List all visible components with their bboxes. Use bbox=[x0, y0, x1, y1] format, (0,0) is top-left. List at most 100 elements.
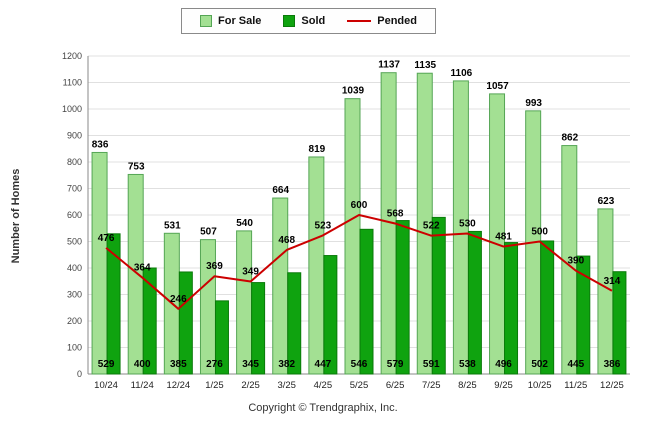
legend-label-pended: Pended bbox=[377, 15, 417, 27]
sold-bar bbox=[287, 272, 302, 375]
x-tick-label: 12/25 bbox=[600, 380, 624, 391]
sold-bar bbox=[431, 216, 446, 375]
pended-value-label: 600 bbox=[351, 200, 368, 211]
sold-value-label: 400 bbox=[134, 359, 151, 370]
chart-legend: For Sale Sold Pended bbox=[181, 8, 436, 34]
pended-value-label: 246 bbox=[170, 294, 187, 305]
y-tick-label: 400 bbox=[67, 263, 82, 273]
legend-item-pended: Pended bbox=[347, 15, 417, 27]
sold-value-label: 502 bbox=[531, 359, 548, 370]
pended-value-label: 523 bbox=[315, 220, 332, 231]
x-tick-label: 10/25 bbox=[528, 380, 552, 391]
sold-value-label: 386 bbox=[604, 359, 621, 370]
pended-value-label: 349 bbox=[242, 267, 259, 278]
pended-value-label: 481 bbox=[495, 232, 512, 243]
legend-label-sold: Sold bbox=[301, 15, 326, 27]
sold-bar bbox=[540, 240, 555, 375]
pended-value-label: 314 bbox=[604, 276, 621, 287]
for-sale-value-label: 664 bbox=[272, 185, 289, 196]
sold-value-label: 276 bbox=[206, 359, 223, 370]
y-tick-label: 500 bbox=[67, 237, 82, 247]
sold-bar bbox=[142, 267, 157, 375]
y-tick-label: 200 bbox=[67, 316, 82, 326]
for-sale-bar bbox=[199, 239, 216, 375]
y-tick-label: 0 bbox=[77, 369, 82, 379]
sold-bar bbox=[106, 233, 121, 375]
for-sale-value-label: 540 bbox=[236, 218, 253, 229]
for-sale-bar bbox=[236, 230, 253, 375]
sold-value-label: 538 bbox=[459, 359, 476, 370]
for-sale-value-label: 623 bbox=[598, 196, 615, 207]
sold-value-label: 447 bbox=[315, 359, 332, 370]
sold-bar bbox=[612, 271, 627, 375]
sold-value-label: 445 bbox=[567, 359, 584, 370]
y-tick-label: 1100 bbox=[63, 78, 82, 88]
for-sale-value-label: 819 bbox=[309, 144, 326, 155]
sold-bar bbox=[504, 242, 519, 375]
for-sale-value-label: 507 bbox=[200, 227, 217, 238]
y-tick-label: 600 bbox=[67, 210, 82, 220]
legend-label-for-sale: For Sale bbox=[218, 15, 262, 27]
y-tick-label: 800 bbox=[67, 157, 82, 167]
y-tick-label: 1200 bbox=[62, 51, 82, 61]
sold-value-label: 385 bbox=[170, 359, 187, 370]
sold-bar bbox=[251, 282, 266, 375]
for-sale-value-label: 862 bbox=[561, 133, 578, 144]
x-tick-label: 3/25 bbox=[277, 380, 296, 391]
for-sale-bar bbox=[452, 80, 469, 375]
pended-line-swatch-icon bbox=[347, 20, 372, 22]
copyright-text: Copyright © Trendgraphix, Inc. bbox=[248, 402, 398, 414]
for-sale-value-label: 993 bbox=[525, 98, 542, 109]
x-tick-label: 9/25 bbox=[494, 380, 513, 391]
pended-value-label: 568 bbox=[387, 208, 404, 219]
sold-bar bbox=[178, 271, 193, 375]
pended-value-label: 500 bbox=[531, 227, 548, 238]
legend-item-for-sale: For Sale bbox=[200, 15, 261, 27]
sold-value-label: 579 bbox=[387, 359, 404, 370]
x-tick-label: 4/25 bbox=[314, 380, 333, 391]
for-sale-bar bbox=[127, 173, 144, 375]
for-sale-value-label: 836 bbox=[92, 139, 109, 150]
pended-value-label: 530 bbox=[459, 219, 476, 230]
sold-value-label: 382 bbox=[278, 359, 295, 370]
sold-value-label: 529 bbox=[98, 359, 115, 370]
x-tick-label: 2/25 bbox=[241, 380, 260, 391]
y-tick-label: 900 bbox=[67, 131, 82, 141]
for-sale-value-label: 1057 bbox=[486, 81, 509, 92]
for-sale-value-label: 531 bbox=[164, 220, 181, 231]
x-tick-label: 12/24 bbox=[166, 380, 190, 391]
sold-bar bbox=[359, 228, 374, 375]
sold-bar bbox=[467, 230, 482, 375]
x-tick-label: 7/25 bbox=[422, 380, 441, 391]
for-sale-value-label: 753 bbox=[128, 161, 145, 172]
plot-area: 0 100 200 300 400 500 600 700 800 900 1000 1100 1200… bbox=[62, 51, 630, 391]
pended-value-label: 476 bbox=[98, 233, 115, 244]
pended-line bbox=[105, 214, 613, 310]
for-sale-bar bbox=[344, 98, 361, 375]
sold-value-label: 345 bbox=[242, 359, 259, 370]
sold-swatch-icon bbox=[283, 15, 296, 27]
pended-value-label: 390 bbox=[567, 256, 584, 267]
sold-bar bbox=[395, 220, 410, 375]
y-tick-label: 100 bbox=[67, 343, 82, 353]
sold-bar bbox=[576, 255, 591, 375]
x-tick-label: 6/25 bbox=[386, 380, 405, 391]
y-tick-label: 700 bbox=[67, 184, 82, 194]
y-tick-label: 300 bbox=[67, 290, 82, 300]
x-tick-label: 11/24 bbox=[131, 380, 154, 391]
for-sale-value-label: 1137 bbox=[378, 60, 400, 71]
x-tick-label: 1/25 bbox=[205, 380, 224, 391]
sold-value-label: 546 bbox=[351, 359, 368, 370]
pended-value-label: 522 bbox=[423, 221, 440, 232]
y-tick-label: 1000 bbox=[62, 104, 82, 114]
pended-value-label: 364 bbox=[134, 263, 151, 274]
x-tick-label: 11/25 bbox=[564, 380, 587, 391]
for-sale-bar bbox=[272, 197, 289, 375]
for-sale-bar bbox=[91, 151, 108, 375]
x-tick-label: 10/24 bbox=[94, 380, 118, 391]
sold-bar bbox=[214, 300, 229, 375]
x-tick-label: 5/25 bbox=[350, 380, 369, 391]
for-sale-value-label: 1106 bbox=[451, 68, 473, 79]
for-sale-bar bbox=[308, 156, 325, 375]
